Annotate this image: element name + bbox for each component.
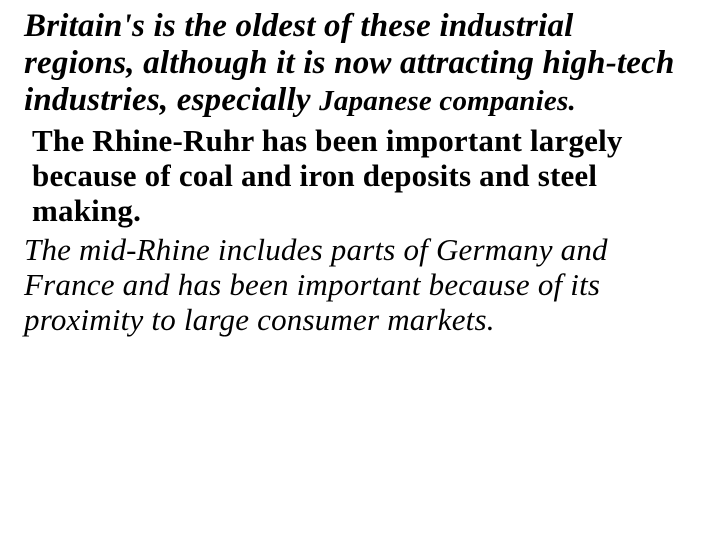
- text-run: The mid-Rhine includes parts of Germany …: [24, 232, 608, 337]
- paragraph-rhine-ruhr: The Rhine-Ruhr has been important largel…: [24, 123, 692, 228]
- paragraph-mid-rhine: The mid-Rhine includes parts of Germany …: [24, 232, 692, 337]
- slide-body: Britain's is the oldest of these industr…: [0, 0, 720, 540]
- text-run: The Rhine-Ruhr has been important largel…: [32, 123, 623, 228]
- paragraph-britain: Britain's is the oldest of these industr…: [24, 8, 692, 119]
- text-run-japanese: Japanese companies.: [319, 85, 576, 117]
